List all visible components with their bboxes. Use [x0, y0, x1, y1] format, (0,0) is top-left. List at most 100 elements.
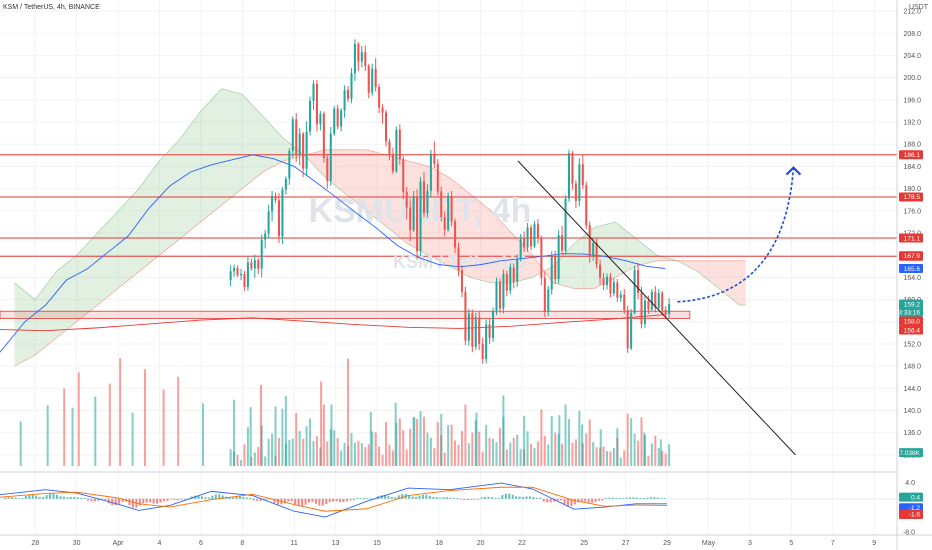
candle-body	[585, 185, 588, 226]
macd-histogram-bar	[549, 498, 552, 503]
candle-body	[612, 282, 615, 294]
macd-line	[0, 482, 668, 518]
volume-bar	[668, 444, 671, 466]
macd-histogram-bar	[249, 497, 252, 499]
macd-pane	[0, 482, 897, 518]
macd-histogram-bar	[114, 498, 117, 506]
macd-histogram-bar	[11, 497, 14, 499]
macd-histogram-bar	[7, 497, 10, 499]
macd-histogram-bar	[615, 497, 618, 499]
macd-histogram-bar	[601, 498, 604, 501]
candle-body	[554, 256, 557, 280]
candle-body	[267, 211, 270, 234]
time-tick-label: 29	[663, 540, 671, 547]
macd-histogram-bar	[635, 497, 639, 499]
currency-label[interactable]: USDT	[909, 4, 929, 11]
candle-body	[478, 317, 481, 344]
macd-histogram-bar	[587, 498, 590, 503]
macd-histogram-bar	[359, 498, 362, 499]
time-tick-label: 6	[199, 540, 203, 547]
volume-bar	[664, 453, 667, 466]
candle-body	[433, 153, 436, 164]
candle-body	[633, 270, 636, 313]
volume-bar	[291, 438, 294, 466]
macd-histogram-bar	[639, 498, 642, 499]
volume-bar	[450, 424, 453, 466]
macd-histogram-bar	[14, 497, 17, 499]
volume-bar	[257, 446, 260, 466]
candle-body	[547, 289, 550, 312]
volume-spike	[249, 407, 252, 466]
candle-body	[464, 291, 467, 341]
time-axis[interactable]: 28 30 Apr 4 6 8 11 13 15 18 20 22 25 27 29 May 3 5 7 9	[31, 540, 876, 547]
macd-histogram-bar	[604, 497, 607, 499]
volume-bar	[612, 448, 615, 466]
macd-histogram-bar	[608, 497, 611, 499]
volume-bar	[326, 441, 329, 466]
candle-body	[574, 183, 577, 201]
candle-body	[416, 196, 419, 252]
volume-bar	[464, 404, 467, 466]
volume-bar	[243, 444, 246, 466]
volume-bar	[367, 444, 370, 466]
candle-body	[371, 68, 374, 93]
time-tick-label: 28	[31, 540, 39, 547]
candle-body	[664, 310, 667, 314]
volume-bar	[595, 447, 598, 466]
candle-body	[319, 113, 322, 125]
macd-histogram-bar	[532, 496, 535, 499]
volume-bar	[357, 440, 360, 466]
macd-value-label: -1.6	[909, 512, 921, 519]
macd-histogram-bar	[180, 498, 183, 500]
candle-body	[409, 207, 412, 231]
price-label-badge	[899, 307, 923, 317]
macd-histogram-bar	[339, 498, 342, 502]
macd-histogram-bar	[466, 498, 469, 501]
macd-histogram-bar	[452, 498, 456, 499]
macd-histogram-bar	[290, 498, 293, 502]
macd-histogram-bar	[304, 498, 307, 505]
candle-body	[661, 292, 664, 311]
macd-histogram-bar	[62, 496, 65, 499]
time-tick-label: 7	[831, 540, 835, 547]
time-tick-label: Apr	[113, 540, 125, 547]
cloud-segment	[14, 282, 36, 367]
macd-histogram-bar	[162, 498, 166, 502]
macd-histogram-bar	[408, 495, 411, 499]
macd-histogram-bar	[432, 496, 435, 499]
volume-spike	[284, 395, 287, 466]
drawings[interactable]	[517, 160, 802, 456]
macd-histogram-bar	[318, 498, 321, 506]
cloud-segment	[180, 110, 201, 239]
candle-body	[581, 164, 584, 186]
candle-body	[233, 267, 236, 272]
macd-histogram-bar	[273, 498, 276, 503]
cloud-segment	[200, 88, 222, 222]
macd-histogram-bar	[21, 498, 24, 499]
volume-spike	[320, 381, 323, 466]
candlesticks[interactable]	[229, 39, 671, 364]
macd-histogram-bar	[142, 498, 145, 504]
candle-body	[426, 190, 429, 214]
volume-spike	[77, 372, 80, 466]
volume-spike	[643, 432, 646, 466]
volume-bars	[19, 358, 671, 466]
volume-bar	[488, 437, 491, 466]
volume-bar	[302, 438, 305, 466]
volume-bar	[409, 428, 412, 466]
volume-bar	[564, 404, 567, 466]
cloud-segment	[76, 233, 98, 322]
volume-bar	[277, 437, 281, 466]
macd-histogram-bar	[573, 498, 576, 505]
price-label: 165.6	[904, 266, 921, 273]
time-tick-label: 5	[789, 540, 793, 547]
volume-bar	[419, 411, 422, 466]
macd-histogram-bar	[328, 498, 331, 503]
candle-body	[640, 292, 643, 324]
candle-body	[630, 312, 633, 349]
cloud-segment	[698, 260, 719, 289]
macd-histogram-bar	[387, 496, 390, 499]
volume-bar	[267, 438, 270, 466]
volume-bar	[343, 442, 346, 466]
